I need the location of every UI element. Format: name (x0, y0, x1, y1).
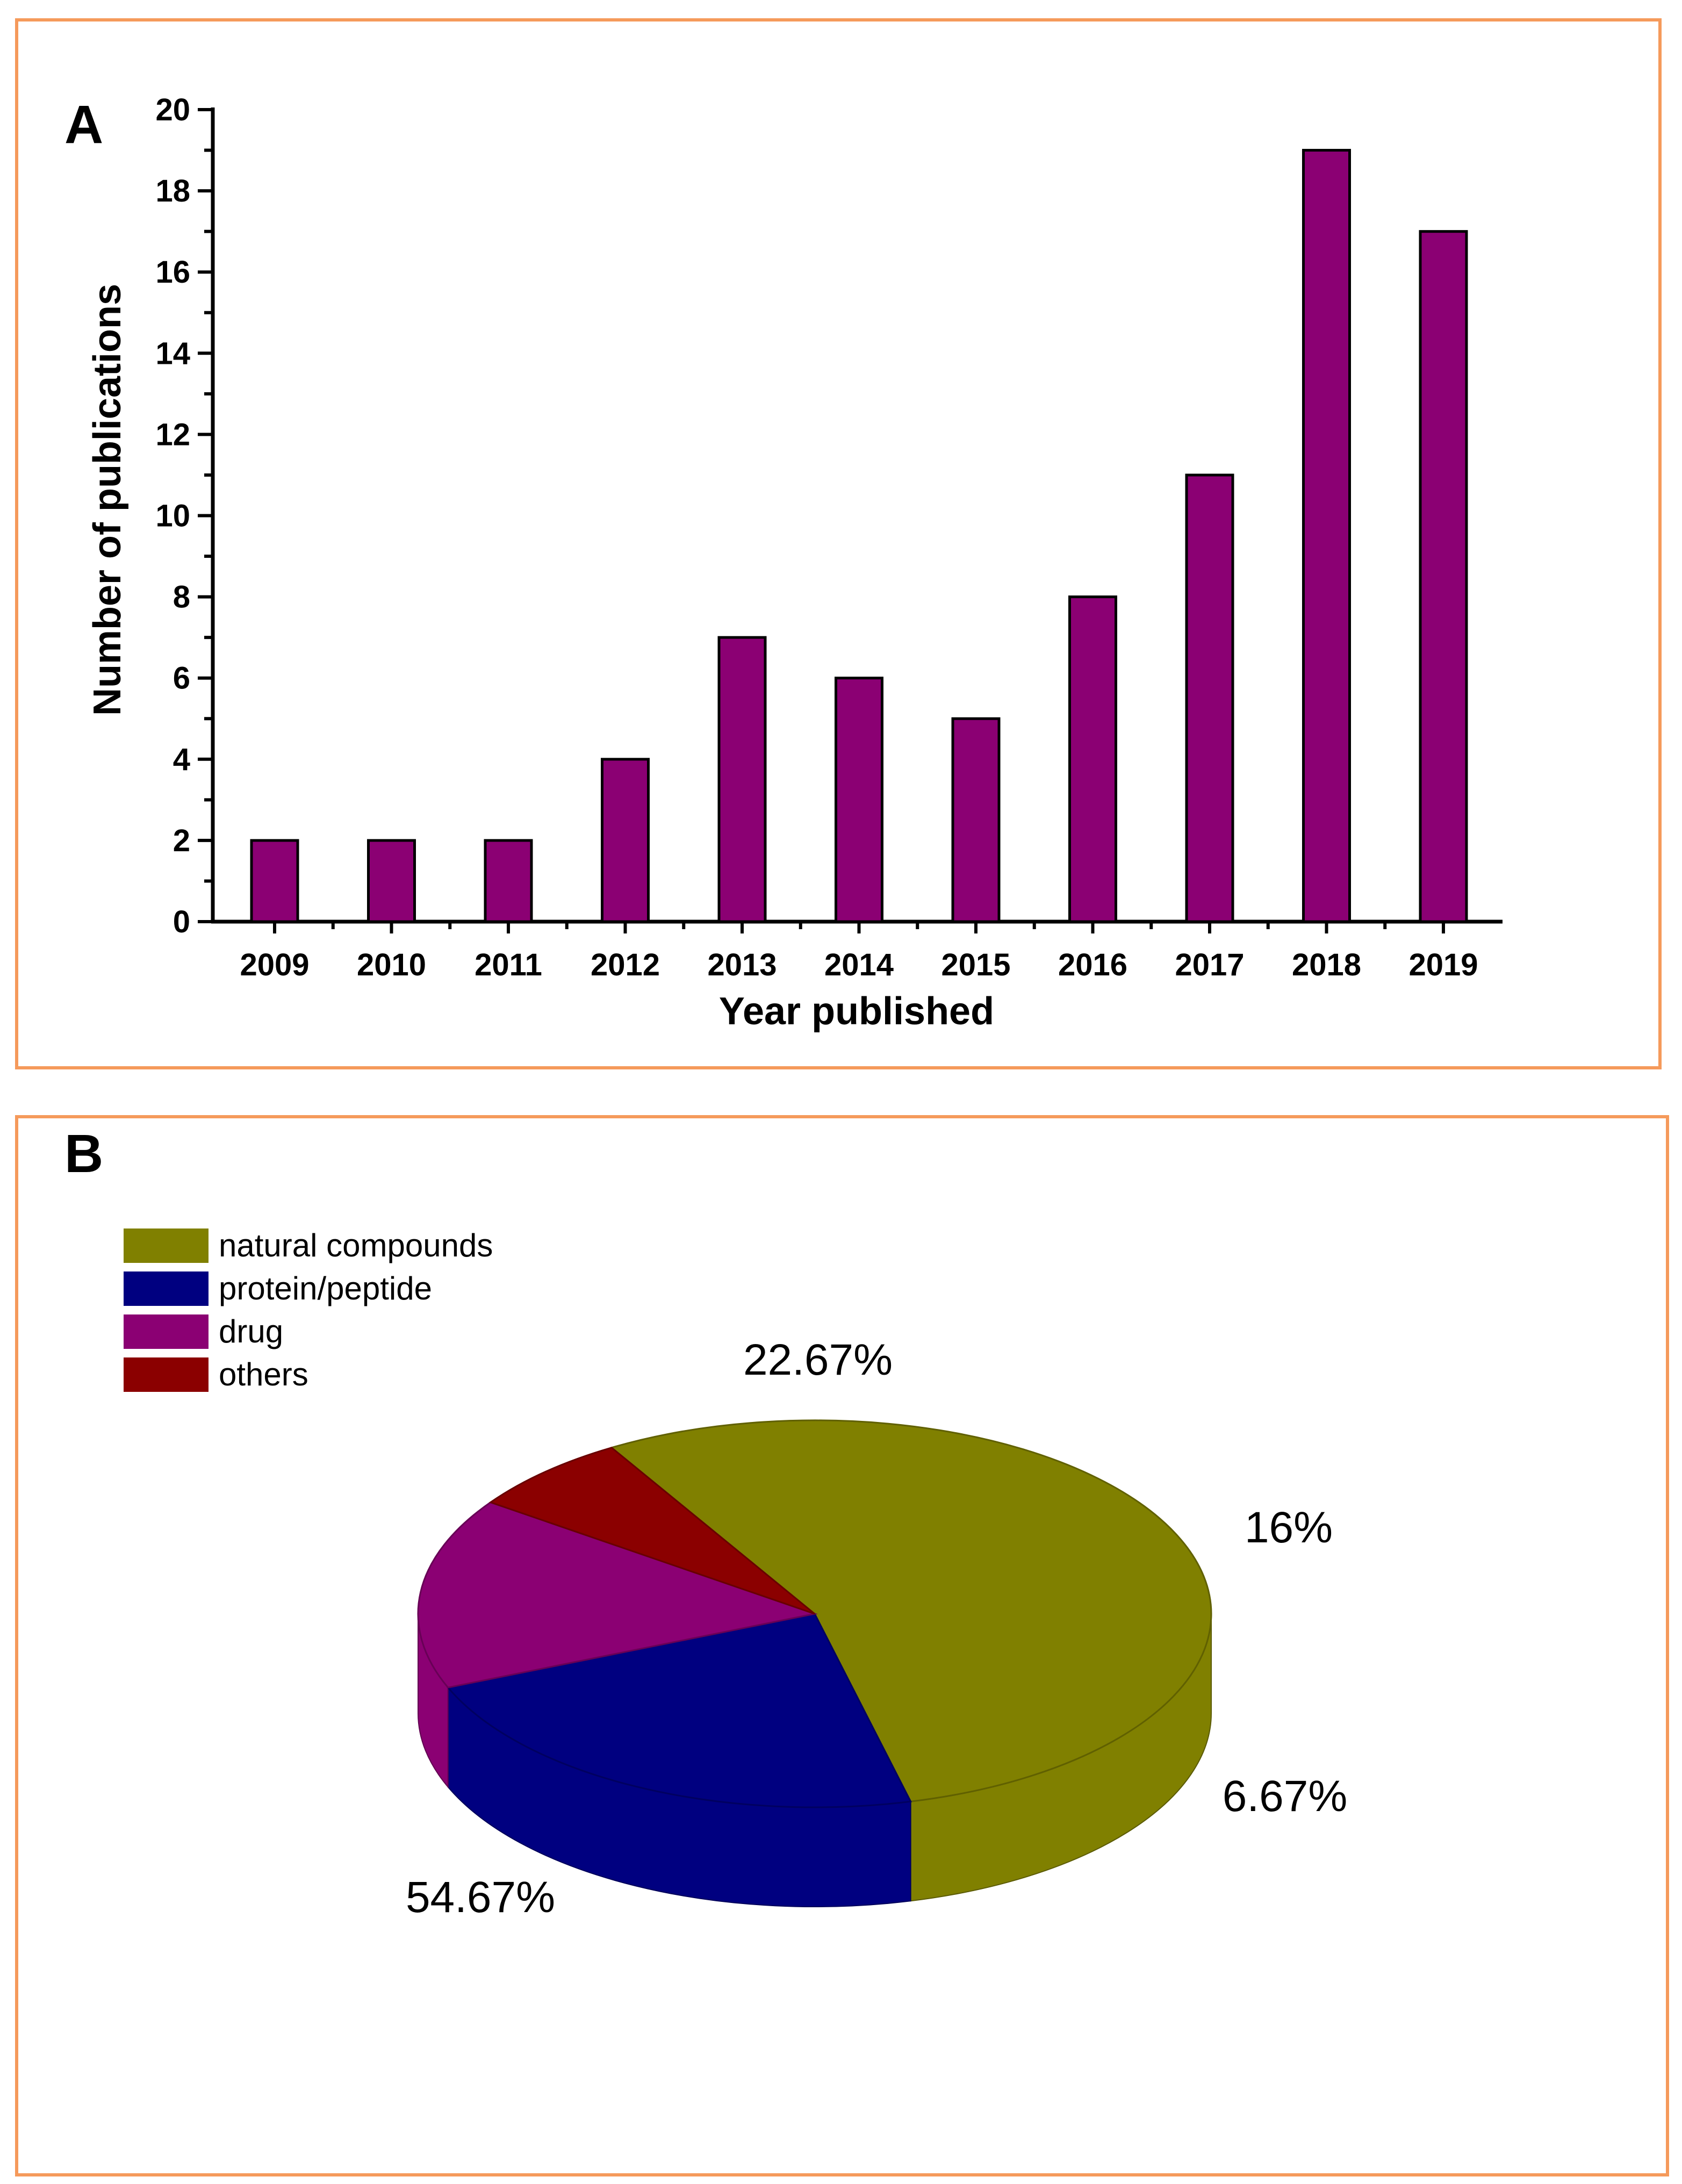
bar-2019 (1419, 230, 1468, 923)
bar-2013 (717, 636, 767, 923)
slice-drug (417, 1501, 818, 1689)
bar-2016 (1068, 595, 1117, 923)
y-tick-label: 2 (173, 823, 190, 858)
x-tick-label: 2012 (591, 947, 660, 982)
x-tick-label: 2019 (1408, 947, 1478, 982)
y-tick-label: 18 (155, 174, 190, 209)
bar-2018 (1302, 149, 1351, 923)
x-tick-label: 2014 (824, 947, 894, 982)
legend-swatch-3 (124, 1357, 209, 1392)
y-tick-label: 10 (155, 499, 190, 534)
panel-b: B natural compounds protein/peptide drug ot… (15, 1115, 1669, 2176)
x-tick-label: 2010 (357, 947, 426, 982)
y-tick-label: 0 (173, 904, 190, 939)
panel-b-label: B (64, 1124, 103, 1184)
y-tick-label: 6 (173, 661, 190, 696)
bar-2017 (1185, 473, 1234, 923)
bar-2009 (250, 839, 299, 923)
x-axis-title: Year published (719, 990, 994, 1033)
x-tick-label: 2013 (707, 947, 777, 982)
pct-label-0: 54.67% (406, 1873, 555, 1922)
pct-label-1: 22.67% (743, 1335, 893, 1384)
x-tick-label: 2017 (1175, 947, 1244, 982)
y-tick-label: 12 (155, 417, 190, 452)
bar-2015 (951, 717, 1001, 923)
slice-natural-compounds (609, 1419, 1212, 1802)
legend-label-2: drug (219, 1313, 283, 1349)
bar-2011 (484, 839, 533, 923)
legend-label-0: natural compounds (219, 1227, 493, 1263)
panel-a-label: A (64, 95, 103, 155)
slice-protein-peptide (446, 1613, 912, 1808)
legend-label-3: others (219, 1356, 308, 1392)
pct-label-3: 6.67% (1223, 1772, 1348, 1821)
x-tick-label: 2016 (1058, 947, 1127, 982)
legend-swatch-2 (124, 1314, 209, 1349)
bar-2012 (601, 758, 650, 923)
y-tick-label: 4 (173, 742, 190, 777)
y-axis-title: Number of publications (86, 284, 129, 716)
panel-a: A 0 2 4 6 8 10 12 14 16 18 20 2009 2010 2011 2012 2013 2… (15, 18, 1662, 1069)
bar-2010 (367, 839, 416, 923)
x-tick-label: 2011 (475, 947, 542, 982)
slice-others (488, 1447, 815, 1615)
legend-swatch-0 (124, 1228, 209, 1263)
x-tick-label: 2015 (941, 947, 1010, 982)
bar-chart: A 0 2 4 6 8 10 12 14 16 18 20 2009 2010 2011 2012 2013 2… (64, 92, 1503, 1033)
y-tick-label: 14 (155, 336, 190, 371)
pct-label-2: 16% (1245, 1503, 1333, 1552)
legend-label-1: protein/peptide (219, 1270, 432, 1306)
pie-chart: B natural compounds protein/peptide drug ot… (64, 1124, 1348, 1922)
y-tick-label: 20 (155, 92, 190, 127)
x-tick-label: 2009 (240, 947, 309, 982)
bar-2014 (835, 677, 883, 923)
y-tick-label: 16 (155, 255, 190, 290)
x-tick-label: 2018 (1292, 947, 1361, 982)
y-tick-label: 8 (173, 580, 190, 615)
legend-swatch-1 (124, 1271, 209, 1306)
